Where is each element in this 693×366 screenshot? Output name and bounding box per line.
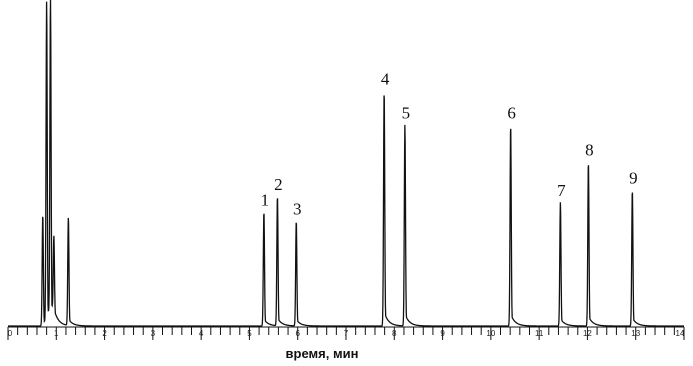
x-tick-label: 3 [151,329,156,338]
x-tick-label: 9 [440,329,445,338]
x-tick-label: 10 [486,329,495,338]
x-axis-tick-labels: 0 1 2 3 4 5 6 7 8 9 10 11 12 13 14 [8,329,685,338]
x-tick-label: 11 [535,329,544,338]
x-tick-label: 1 [54,329,59,338]
x-tick-label: 8 [392,329,397,338]
peak-label: 1 [261,190,270,209]
x-tick-label: 12 [583,329,592,338]
peak-label: 8 [585,141,594,160]
x-tick-label: 14 [676,329,685,338]
chromatogram-trace [8,0,684,327]
peak-label: 9 [629,169,638,188]
peak-label: 3 [293,200,302,219]
peak-labels: 123 45 6 7 8 9 [261,69,638,218]
x-tick-label: 2 [102,329,107,338]
peak-label: 6 [507,104,516,123]
x-tick-label: 4 [199,329,204,338]
x-tick-label: 7 [344,329,349,338]
x-tick-label: 5 [247,329,252,338]
peak-label: 7 [557,181,566,200]
x-axis-ticks [7,327,685,340]
peak-label: 2 [274,175,283,194]
peak-label: 5 [402,104,411,123]
x-tick-label: 6 [295,329,300,338]
x-tick-label: 0 [8,329,13,338]
peak-label: 4 [381,69,390,88]
x-axis-label: время, мин [286,346,359,361]
x-tick-label: 13 [631,329,640,338]
